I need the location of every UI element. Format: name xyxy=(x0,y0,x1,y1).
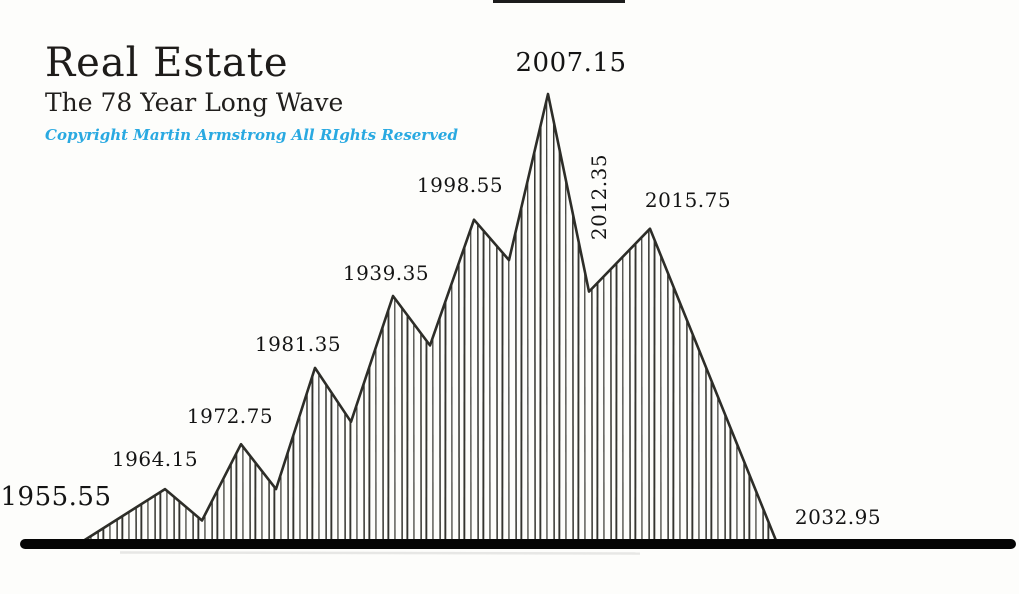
copyright-notice: Copyright Martin Armstrong All RIghts Re… xyxy=(45,126,458,144)
chart-title: Real Estate xyxy=(45,40,289,86)
chart-subtitle: The 78 Year Long Wave xyxy=(45,88,344,117)
chart-header: Real Estate The 78 Year Long Wave Copyri… xyxy=(45,40,458,144)
cropped-artifact-bar xyxy=(493,0,625,3)
baseline-shadow xyxy=(119,551,641,555)
wave-hatched-fill xyxy=(80,94,777,543)
wave-outline xyxy=(78,92,779,545)
